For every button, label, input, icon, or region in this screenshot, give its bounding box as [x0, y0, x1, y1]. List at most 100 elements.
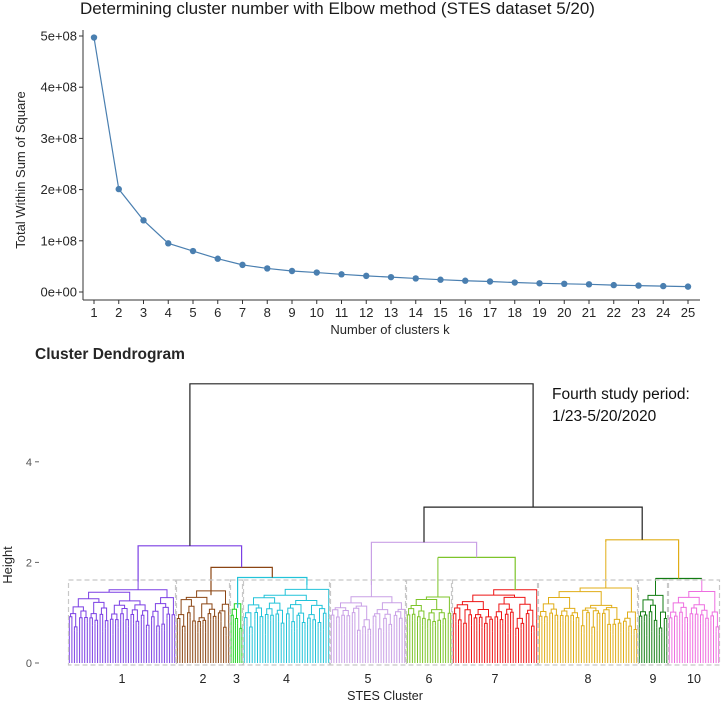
elbow-x-tick-label: 18 [508, 305, 522, 320]
elbow-x-tick-label: 14 [409, 305, 423, 320]
dendrogram-cluster-label: 5 [365, 672, 372, 686]
elbow-points [90, 34, 692, 290]
elbow-y-label: Total Within Sum of Square [13, 91, 28, 249]
elbow-x-tick-label: 2 [115, 305, 122, 320]
elbow-title: Determining cluster number with Elbow me… [80, 0, 595, 18]
dendrogram-y-tick-label: 4 [26, 457, 32, 469]
elbow-point [189, 247, 197, 255]
elbow-point [610, 281, 617, 289]
dendrogram-leaf-bars [176, 617, 230, 663]
dendrogram-leaf-bars [668, 618, 720, 663]
elbow-point [90, 34, 98, 41]
elbow-point [387, 273, 395, 281]
elbow-point [412, 275, 419, 282]
elbow-point [660, 282, 667, 290]
elbow-x-tick-label: 21 [582, 305, 596, 320]
annotation-line-2: 1/23-5/20/2020 [552, 408, 657, 425]
dendrogram-merge [423, 506, 643, 543]
elbow-x-tick-label: 22 [607, 305, 621, 320]
elbow-point [561, 280, 568, 288]
dendrogram-leaf-bars [638, 617, 668, 663]
dendrogram-cluster-label: 8 [585, 672, 592, 686]
elbow-x-tick-label: 10 [310, 305, 324, 320]
elbow-point [462, 277, 469, 284]
elbow-point [338, 271, 345, 278]
dendrogram-cut-box [637, 579, 669, 666]
elbow-x-tick-label: 20 [557, 305, 571, 320]
dendrogram-y-tick-label: 2 [26, 557, 32, 569]
dendrogram-leaf-bars [406, 618, 452, 663]
elbow-point [635, 282, 642, 289]
elbow-y-tick-label: 5e+08 [40, 29, 77, 44]
dendrogram-y-tick-label: 0 [26, 658, 32, 670]
dendrogram-cut-box [667, 579, 721, 666]
elbow-point [214, 255, 221, 262]
dendrogram-cut-box [175, 579, 231, 666]
elbow-y-tick-label: 1e+08 [40, 233, 77, 248]
elbow-point [363, 272, 370, 280]
dendrogram-title: Cluster Dendrogram [35, 346, 185, 363]
elbow-x-tick-label: 25 [681, 305, 695, 320]
dendrogram-cluster-label: 3 [233, 672, 240, 686]
elbow-point [536, 280, 543, 287]
dendrogram-cluster-branch [243, 585, 330, 635]
dendrogram-cluster-branch [330, 585, 406, 636]
elbow-x-tick-label: 9 [288, 305, 295, 320]
dendrogram-cluster-label: 9 [650, 672, 657, 686]
elbow-point [684, 283, 692, 290]
elbow-x-tick-label: 16 [458, 305, 472, 320]
dendrogram-cut-box [242, 579, 331, 666]
elbow-y-tick-label: 3e+08 [40, 131, 77, 146]
dendrogram-leaf-bars [538, 618, 638, 663]
dendrogram-leaf-bars [452, 618, 538, 663]
elbow-x-tick-label: 13 [384, 305, 398, 320]
elbow-point [140, 217, 147, 224]
elbow-plot: Determining cluster number with Elbow me… [13, 0, 700, 337]
dendrogram-cluster-branch [176, 590, 230, 636]
dendrogram-leaf-bars [243, 617, 330, 663]
elbow-point [313, 269, 320, 276]
annotation-line-1: Fourth study period: [552, 386, 690, 403]
elbow-x-tick-label: 17 [483, 305, 497, 320]
dendrogram-leaf-bars [330, 617, 406, 663]
dendrogram-cut-box [451, 579, 539, 666]
elbow-x-tick-label: 11 [335, 305, 349, 320]
dendrogram-cluster-labels: 1 2 3 4 5 6 7 8 9 10 [119, 672, 701, 686]
elbow-series-line [93, 37, 689, 288]
elbow-point [288, 267, 296, 275]
dendrogram-cut-box [537, 579, 639, 666]
dendrogram-cluster-branch [452, 589, 538, 636]
dendrogram: Cluster Dendrogram Height STES Cluster 0… [0, 346, 721, 703]
elbow-x-tick-label: 1 [90, 305, 97, 320]
dendrogram-merge [370, 541, 478, 585]
dendrogram-merge [605, 539, 680, 579]
elbow-x-tick-label: 6 [214, 305, 221, 320]
dendrogram-cluster-branch [68, 581, 176, 636]
elbow-x-tick-label: 15 [433, 305, 447, 320]
elbow-point [486, 278, 494, 285]
dendrogram-leaf-bars [230, 618, 243, 663]
elbow-y-ticks: 0e+00 1e+08 2e+08 3e+08 4e+08 5e+08 [40, 29, 83, 300]
dendrogram-merge [137, 545, 243, 582]
elbow-point [511, 279, 518, 286]
dendrogram-cut-boxes [67, 579, 721, 666]
dendrogram-cluster-label: 2 [200, 672, 207, 686]
dendrogram-cluster-branches [68, 542, 720, 636]
elbow-x-tick-label: 19 [532, 305, 546, 320]
elbow-x-tick-label: 3 [140, 305, 147, 320]
elbow-x-tick-label: 8 [264, 305, 271, 320]
elbow-point [264, 265, 271, 272]
elbow-x-tick-label: 5 [189, 305, 196, 320]
dendrogram-upper-merges [137, 383, 702, 608]
elbow-x-tick-label: 4 [165, 305, 172, 320]
dendrogram-merge [437, 556, 516, 591]
dendrogram-cluster-branch [668, 578, 720, 635]
dendrogram-leaf-bars [68, 618, 176, 663]
elbow-x-tick-label: 12 [359, 305, 373, 320]
elbow-x-label: Number of clusters k [330, 322, 450, 337]
dendrogram-cluster-label: 7 [492, 672, 499, 686]
dendrogram-cluster-label: 10 [687, 672, 701, 686]
dendrogram-leaves [68, 617, 720, 663]
dendrogram-cluster-branch [406, 557, 452, 630]
